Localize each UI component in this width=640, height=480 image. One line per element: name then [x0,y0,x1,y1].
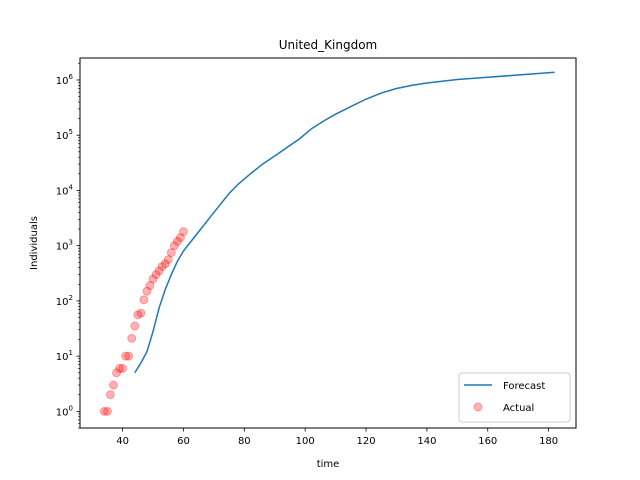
actual-point [118,363,128,373]
actual-point [154,266,164,276]
x-tick-label: 80 [238,436,251,447]
actual-point [145,281,155,291]
actual-point [133,310,143,320]
actual-point [121,351,131,361]
y-tick-label: 105 [56,128,73,142]
x-tick-label: 120 [356,436,375,447]
x-tick-label: 140 [417,436,436,447]
actual-point [157,261,167,271]
y-tick-label: 106 [56,73,74,87]
actual-point [102,406,112,416]
actual-point [139,295,149,305]
legend-forecast-label: Forecast [503,381,545,392]
actual-point [112,368,122,378]
actual-point [151,270,161,280]
actual-point [115,363,125,373]
x-tick-label: 40 [116,436,129,447]
actual-point [99,406,109,416]
actual-point [130,321,140,331]
y-tick-label: 103 [56,239,73,253]
y-axis-label: Individuals [29,216,40,270]
actual-point [127,333,137,343]
x-tick-label: 60 [177,436,190,447]
actual-point [142,286,152,296]
actual-point [163,255,173,265]
actual-point [108,380,118,390]
x-axis-label: time [317,459,340,470]
x-tick-label: 160 [478,436,497,447]
chart-title: United_Kingdom [279,38,378,52]
y-tick-label: 101 [56,349,73,363]
axis-ticks: 40 60 80 100 120 140 160 180 100 101 102 103 104 105 1… [56,63,558,447]
x-tick-label: 100 [296,436,315,447]
axes-frame [79,57,577,429]
y-tick-label: 104 [56,183,74,197]
actual-point [160,259,170,269]
y-tick-label: 100 [56,404,73,418]
plot-area [99,71,555,416]
forecast-line [134,71,555,374]
actual-point [148,274,158,284]
actual-point [169,241,179,251]
actual-point [105,390,115,400]
actual-point [136,308,146,318]
actual-point [178,227,188,237]
actual-point [166,248,176,258]
x-tick-label: 180 [539,436,558,447]
actual-point [172,236,182,246]
legend-actual-label: Actual [503,403,534,414]
legend-actual-swatch [473,402,483,412]
actual-point [175,233,185,243]
actual-point [124,351,134,361]
legend: Forecast Actual [458,372,571,423]
y-tick-label: 102 [56,294,73,308]
